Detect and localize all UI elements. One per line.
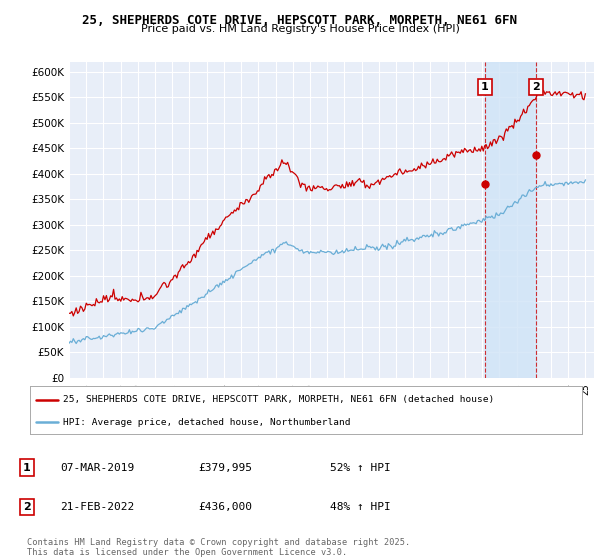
Text: 48% ↑ HPI: 48% ↑ HPI [330,502,391,512]
Text: 25, SHEPHERDS COTE DRIVE, HEPSCOTT PARK, MORPETH, NE61 6FN: 25, SHEPHERDS COTE DRIVE, HEPSCOTT PARK,… [83,14,517,27]
Text: 25, SHEPHERDS COTE DRIVE, HEPSCOTT PARK, MORPETH, NE61 6FN (detached house): 25, SHEPHERDS COTE DRIVE, HEPSCOTT PARK,… [63,395,494,404]
Text: HPI: Average price, detached house, Northumberland: HPI: Average price, detached house, Nort… [63,418,350,427]
Text: Contains HM Land Registry data © Crown copyright and database right 2025.
This d: Contains HM Land Registry data © Crown c… [27,538,410,557]
Text: 21-FEB-2022: 21-FEB-2022 [60,502,134,512]
Text: Price paid vs. HM Land Registry's House Price Index (HPI): Price paid vs. HM Land Registry's House … [140,24,460,34]
Text: 2: 2 [532,82,540,92]
Text: 52% ↑ HPI: 52% ↑ HPI [330,463,391,473]
Text: 07-MAR-2019: 07-MAR-2019 [60,463,134,473]
Text: £379,995: £379,995 [198,463,252,473]
Text: 2: 2 [23,502,31,512]
Text: 1: 1 [481,82,489,92]
Text: 1: 1 [23,463,31,473]
Text: £436,000: £436,000 [198,502,252,512]
Bar [485,62,536,378]
